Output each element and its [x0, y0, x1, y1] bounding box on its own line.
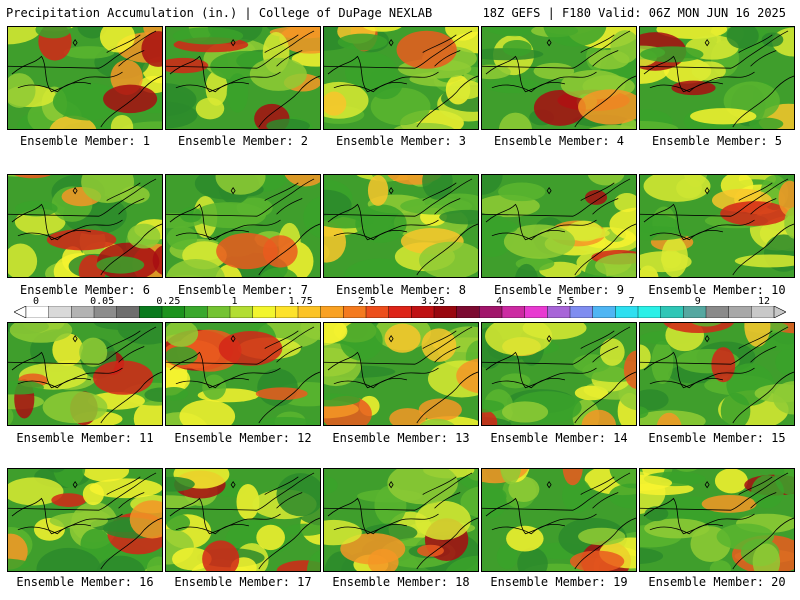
member-map-1 — [7, 26, 163, 130]
colorbar-tick-label: 3.25 — [421, 296, 446, 307]
colorbar-tick-label: 7 — [628, 296, 635, 307]
member-caption-1: Ensemble Member: 1 — [19, 134, 151, 148]
member-map-3 — [323, 26, 479, 130]
member-map-17 — [165, 468, 321, 572]
colorbar-tick-label: 9 — [694, 296, 701, 307]
member-map-14 — [481, 322, 637, 426]
colorbar-tick-label: 1.75 — [288, 296, 313, 307]
member-caption-20: Ensemble Member: 20 — [648, 575, 786, 589]
member-map-18 — [323, 468, 479, 572]
member-caption-17: Ensemble Member: 17 — [174, 575, 312, 589]
member-caption-15: Ensemble Member: 15 — [648, 431, 786, 445]
member-caption-8: Ensemble Member: 8 — [335, 283, 467, 297]
member-caption-11: Ensemble Member: 11 — [16, 431, 154, 445]
colorbar-tick-label: 0.05 — [90, 296, 115, 307]
member-map-7 — [165, 174, 321, 278]
member-caption-2: Ensemble Member: 2 — [177, 134, 309, 148]
valid-time: 18Z GEFS | F180 Valid: 06Z MON JUN 16 20… — [482, 6, 786, 20]
colorbar-tick-label: 1 — [231, 296, 238, 307]
chart-title: Precipitation Accumulation (in.) | Colle… — [6, 6, 433, 20]
member-caption-16: Ensemble Member: 16 — [16, 575, 154, 589]
member-map-19 — [481, 468, 637, 572]
member-caption-13: Ensemble Member: 13 — [332, 431, 470, 445]
member-map-8 — [323, 174, 479, 278]
member-caption-14: Ensemble Member: 14 — [490, 431, 628, 445]
member-map-12 — [165, 322, 321, 426]
member-caption-12: Ensemble Member: 12 — [174, 431, 312, 445]
member-map-4 — [481, 26, 637, 130]
member-caption-10: Ensemble Member: 10 — [648, 283, 786, 297]
member-map-5 — [639, 26, 795, 130]
member-caption-6: Ensemble Member: 6 — [19, 283, 151, 297]
member-map-6 — [7, 174, 163, 278]
member-caption-3: Ensemble Member: 3 — [335, 134, 467, 148]
member-caption-7: Ensemble Member: 7 — [177, 283, 309, 297]
member-caption-5: Ensemble Member: 5 — [651, 134, 783, 148]
member-caption-4: Ensemble Member: 4 — [493, 134, 625, 148]
colorbar-tick-label: 5.5 — [556, 296, 575, 307]
member-map-16 — [7, 468, 163, 572]
member-map-13 — [323, 322, 479, 426]
colorbar-tick-label: 12 — [757, 296, 771, 307]
colorbar — [14, 306, 786, 318]
member-map-15 — [639, 322, 795, 426]
colorbar-tick-label: 0 — [32, 296, 40, 307]
member-caption-19: Ensemble Member: 19 — [490, 575, 628, 589]
member-caption-9: Ensemble Member: 9 — [493, 283, 625, 297]
member-map-11 — [7, 322, 163, 426]
colorbar-tick-label: 2.5 — [357, 296, 376, 307]
member-caption-18: Ensemble Member: 18 — [332, 575, 470, 589]
member-map-20 — [639, 468, 795, 572]
member-map-9 — [481, 174, 637, 278]
member-map-2 — [165, 26, 321, 130]
colorbar-tick-label: 0.25 — [156, 296, 181, 307]
member-map-10 — [639, 174, 795, 278]
colorbar-tick-label: 4 — [496, 296, 503, 307]
